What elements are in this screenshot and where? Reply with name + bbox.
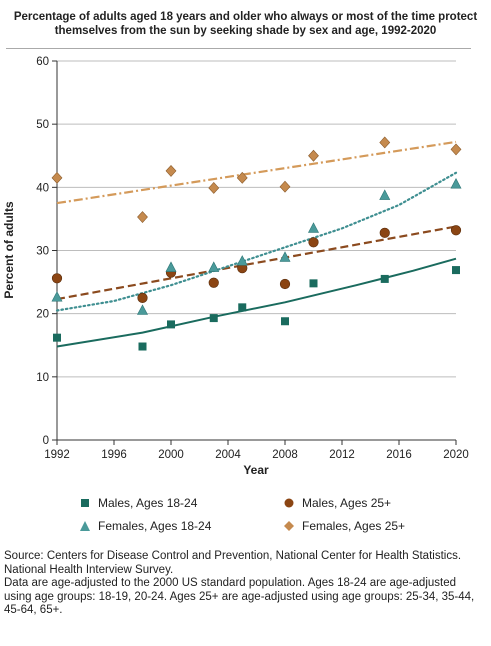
- y-tick-label: 10: [36, 372, 49, 384]
- trend-line-3: [56, 140, 457, 205]
- y-tick-label: 40: [36, 182, 49, 194]
- data-point-square: [167, 320, 175, 329]
- data-point-triangle: [308, 222, 319, 233]
- data-point-square: [209, 314, 218, 323]
- triangle-marker-icon: [80, 521, 90, 531]
- data-point-triangle: [279, 251, 291, 262]
- data-point-circle: [308, 237, 319, 248]
- x-tick-label: 2004: [215, 449, 241, 461]
- data-point-circle: [51, 273, 63, 284]
- data-point-square: [452, 266, 460, 275]
- data-point-square: [138, 342, 147, 351]
- x-tick-label: 1996: [101, 449, 127, 461]
- data-point-circle: [379, 227, 390, 238]
- circle-marker-icon: [284, 498, 294, 508]
- legend-females-18-24: Females, Ages 18-24: [78, 519, 211, 533]
- x-tick-label: 2016: [386, 449, 412, 461]
- y-tick-label: 0: [43, 435, 49, 447]
- data-point-diamond: [279, 180, 291, 193]
- y-tick-label: 20: [36, 309, 49, 321]
- x-tick-label: 2000: [158, 449, 184, 461]
- trend-line-0: [56, 257, 457, 348]
- source-text: Source: Centers for Disease Control and …: [4, 550, 462, 576]
- data-point-diamond: [450, 143, 462, 156]
- data-point-square: [53, 333, 61, 342]
- y-tick-label: 50: [36, 119, 49, 131]
- data-point-triangle: [208, 261, 220, 272]
- source-note: Source: Centers for Disease Control and …: [4, 550, 484, 618]
- legend-label: Females, Ages 18-24: [98, 519, 212, 533]
- data-point-diamond: [308, 149, 319, 162]
- data-point-circle: [279, 278, 291, 290]
- data-note-text: Data are age-adjusted to the 2000 US sta…: [4, 577, 475, 616]
- trend-line-1: [56, 225, 457, 301]
- chart-title: Percentage of adults aged 18 years and o…: [13, 11, 478, 37]
- y-tick-label: 60: [36, 56, 49, 68]
- data-point-diamond: [379, 136, 391, 149]
- square-marker-icon: [81, 499, 89, 507]
- data-point-triangle: [379, 189, 391, 200]
- trend-line-2: [55, 171, 458, 312]
- legend-males-18-24: Males, Ages 18-24: [78, 496, 197, 510]
- data-point-triangle: [51, 291, 63, 302]
- x-tick-label: 2020: [443, 449, 469, 461]
- data-point-diamond: [208, 182, 220, 194]
- data-point-square: [309, 279, 318, 288]
- data-point-square: [238, 303, 247, 312]
- x-axis-label: Year: [243, 463, 269, 477]
- x-tick-label: 2012: [329, 449, 355, 461]
- data-point-diamond: [236, 171, 248, 184]
- title-divider: [6, 48, 471, 49]
- legend-label: Males, Ages 25+: [302, 496, 392, 510]
- legend-males-25plus: Males, Ages 25+: [282, 496, 391, 510]
- x-tick-label: 1992: [44, 449, 70, 461]
- y-axis-label: Percent of adults: [2, 201, 16, 299]
- data-point-diamond: [137, 211, 148, 223]
- legend-label: Males, Ages 18-24: [98, 496, 198, 510]
- legend-label: Females, Ages 25+: [302, 519, 406, 533]
- data-point-circle: [450, 225, 462, 236]
- data-point-circle: [137, 292, 148, 303]
- x-tick-label: 2008: [272, 449, 298, 461]
- diamond-marker-icon: [284, 521, 294, 531]
- data-point-triangle: [165, 261, 177, 272]
- legend-females-25plus: Females, Ages 25+: [282, 519, 405, 533]
- data-point-square: [380, 274, 389, 283]
- data-point-triangle: [450, 178, 462, 189]
- y-tick-label: 30: [36, 246, 49, 258]
- data-point-diamond: [165, 164, 177, 177]
- chart-plot: 0 10 20 30 40 50 60 1992 1996 2000 2004 2008 2012 201…: [2, 56, 469, 477]
- data-point-triangle: [236, 255, 248, 266]
- data-point-triangle: [137, 304, 148, 315]
- data-point-square: [281, 317, 289, 326]
- data-point-diamond: [51, 171, 63, 184]
- data-point-circle: [208, 277, 219, 288]
